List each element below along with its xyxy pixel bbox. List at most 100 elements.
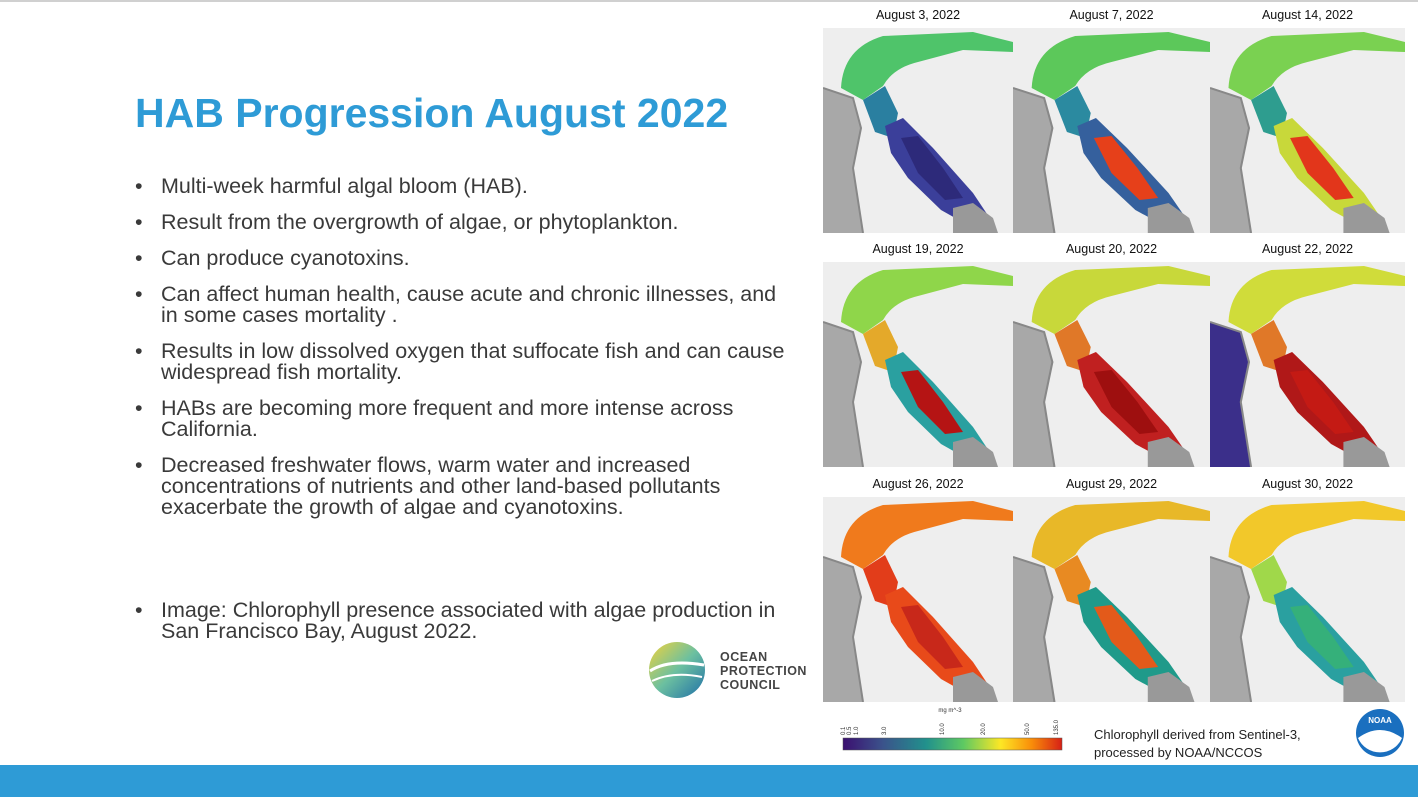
logo-line: COUNCIL: [720, 678, 781, 692]
map-date: August 29, 2022: [1066, 477, 1157, 491]
map-date: August 14, 2022: [1262, 8, 1353, 22]
north-bay: [841, 266, 1013, 334]
logo-wave: [651, 673, 703, 682]
slide-title: HAB Progression August 2022: [135, 90, 729, 136]
opc-logo: [649, 642, 705, 698]
map-date: August 3, 2022: [876, 8, 960, 22]
colorbar-tick-label: 50.0: [1025, 723, 1031, 735]
north-bay: [1228, 32, 1405, 100]
bullet-list: Multi-week harmful algal bloom (HAB). Res…: [135, 175, 795, 657]
bay-core: [1093, 605, 1159, 669]
colorbar-tick-label: 10.0: [940, 723, 946, 735]
north-bay: [1228, 266, 1405, 334]
bullet: Multi-week harmful algal bloom (HAB).: [135, 175, 795, 197]
map-panel: [823, 497, 1013, 702]
ocean: [823, 322, 863, 467]
ocean: [1013, 88, 1055, 233]
bay-core: [1290, 605, 1354, 669]
colorbar-tick-label: 0.5: [847, 726, 853, 735]
bay-core: [1290, 136, 1354, 200]
north-bay: [1031, 32, 1210, 100]
map-date: August 19, 2022: [872, 242, 963, 256]
bullet: Can produce cyanotoxins.: [135, 247, 795, 269]
north-bay: [841, 32, 1013, 100]
map-panel: [1013, 497, 1210, 702]
caption-line: Chlorophyll derived from Sentinel-3,: [1094, 727, 1301, 742]
bullet: HABs are becoming more frequent and more…: [135, 397, 795, 440]
shore: [1147, 203, 1195, 233]
bay-core: [1093, 136, 1159, 200]
bullet: Image: Chlorophyll presence associated w…: [135, 599, 795, 642]
ocean: [1210, 322, 1252, 467]
map-date: August 26, 2022: [872, 477, 963, 491]
ocean-edge: [1013, 321, 1056, 467]
ocean: [823, 88, 863, 233]
bay-core: [901, 136, 963, 200]
logo-circle: [649, 642, 705, 698]
ocean: [1210, 88, 1252, 233]
caption: Chlorophyll derived from Sentinel-3, pro…: [1094, 726, 1301, 762]
shore: [1343, 203, 1390, 233]
logo-text: OCEAN PROTECTION COUNCIL: [720, 650, 807, 692]
map-panel: [1013, 262, 1210, 467]
logo-line: PROTECTION: [720, 664, 807, 678]
shore: [1147, 672, 1195, 702]
north-bay: [1031, 266, 1210, 334]
top-border: [0, 0, 1418, 2]
ocean: [1013, 322, 1055, 467]
noaa-logo-wave: [1358, 730, 1402, 753]
caption-line: processed by NOAA/NCCOS: [1094, 745, 1263, 760]
noaa-logo-text: NOAA: [1368, 716, 1392, 725]
logo-wave: [649, 661, 705, 673]
map-panel: [1210, 262, 1405, 467]
colorbar-tick-label: 3.0: [882, 726, 888, 735]
ocean: [1013, 557, 1055, 702]
shore: [1343, 672, 1390, 702]
map-date: August 7, 2022: [1069, 8, 1153, 22]
footer-bar: [0, 765, 1418, 797]
shore: [953, 203, 998, 233]
logo-line: OCEAN: [720, 650, 768, 664]
bullet: Result from the overgrowth of algae, or …: [135, 211, 795, 233]
bullet: Results in low dissolved oxygen that suf…: [135, 340, 795, 383]
ocean-edge: [1210, 556, 1253, 702]
ocean-edge: [823, 87, 864, 233]
ocean-edge: [823, 321, 864, 467]
map-panel: [1013, 28, 1210, 233]
bay-core: [1093, 370, 1159, 434]
ocean-edge: [1210, 321, 1253, 467]
ocean-edge: [823, 556, 864, 702]
shore: [953, 672, 998, 702]
north-bay: [841, 501, 1013, 569]
map-date: August 22, 2022: [1262, 242, 1353, 256]
colorbar-tick-label: 20.0: [981, 723, 987, 735]
map-date: August 30, 2022: [1262, 477, 1353, 491]
colorbar-tick-label: 135.0: [1054, 719, 1060, 735]
north-bay: [1228, 501, 1405, 569]
colorbar-tick-label: 0.1: [841, 726, 847, 735]
map-panel: [1210, 28, 1405, 233]
ocean-edge: [1210, 87, 1253, 233]
ocean-edge: [1013, 556, 1056, 702]
map-grid: NOAA August 3, 2022 August 7, 2022 August …: [823, 8, 1405, 757]
colorbar: [842, 737, 1063, 751]
ocean: [1210, 557, 1252, 702]
bay-core: [901, 370, 963, 434]
map-panel: [1210, 497, 1405, 702]
ocean-edge: [1013, 87, 1056, 233]
map-panel: [823, 28, 1013, 233]
colorbar-unit: mg m^-3: [938, 708, 962, 714]
shore: [1147, 437, 1195, 467]
shore: [1343, 437, 1390, 467]
bullet: Decreased freshwater flows, warm water a…: [135, 454, 795, 518]
map-panel: [823, 262, 1013, 467]
north-bay: [1031, 501, 1210, 569]
map-date: August 20, 2022: [1066, 242, 1157, 256]
colorbar-tick-label: 1.0: [854, 726, 860, 735]
bullet: Can affect human health, cause acute and…: [135, 283, 795, 326]
bay-core: [1290, 370, 1354, 434]
ocean: [823, 557, 863, 702]
shore: [953, 437, 998, 467]
